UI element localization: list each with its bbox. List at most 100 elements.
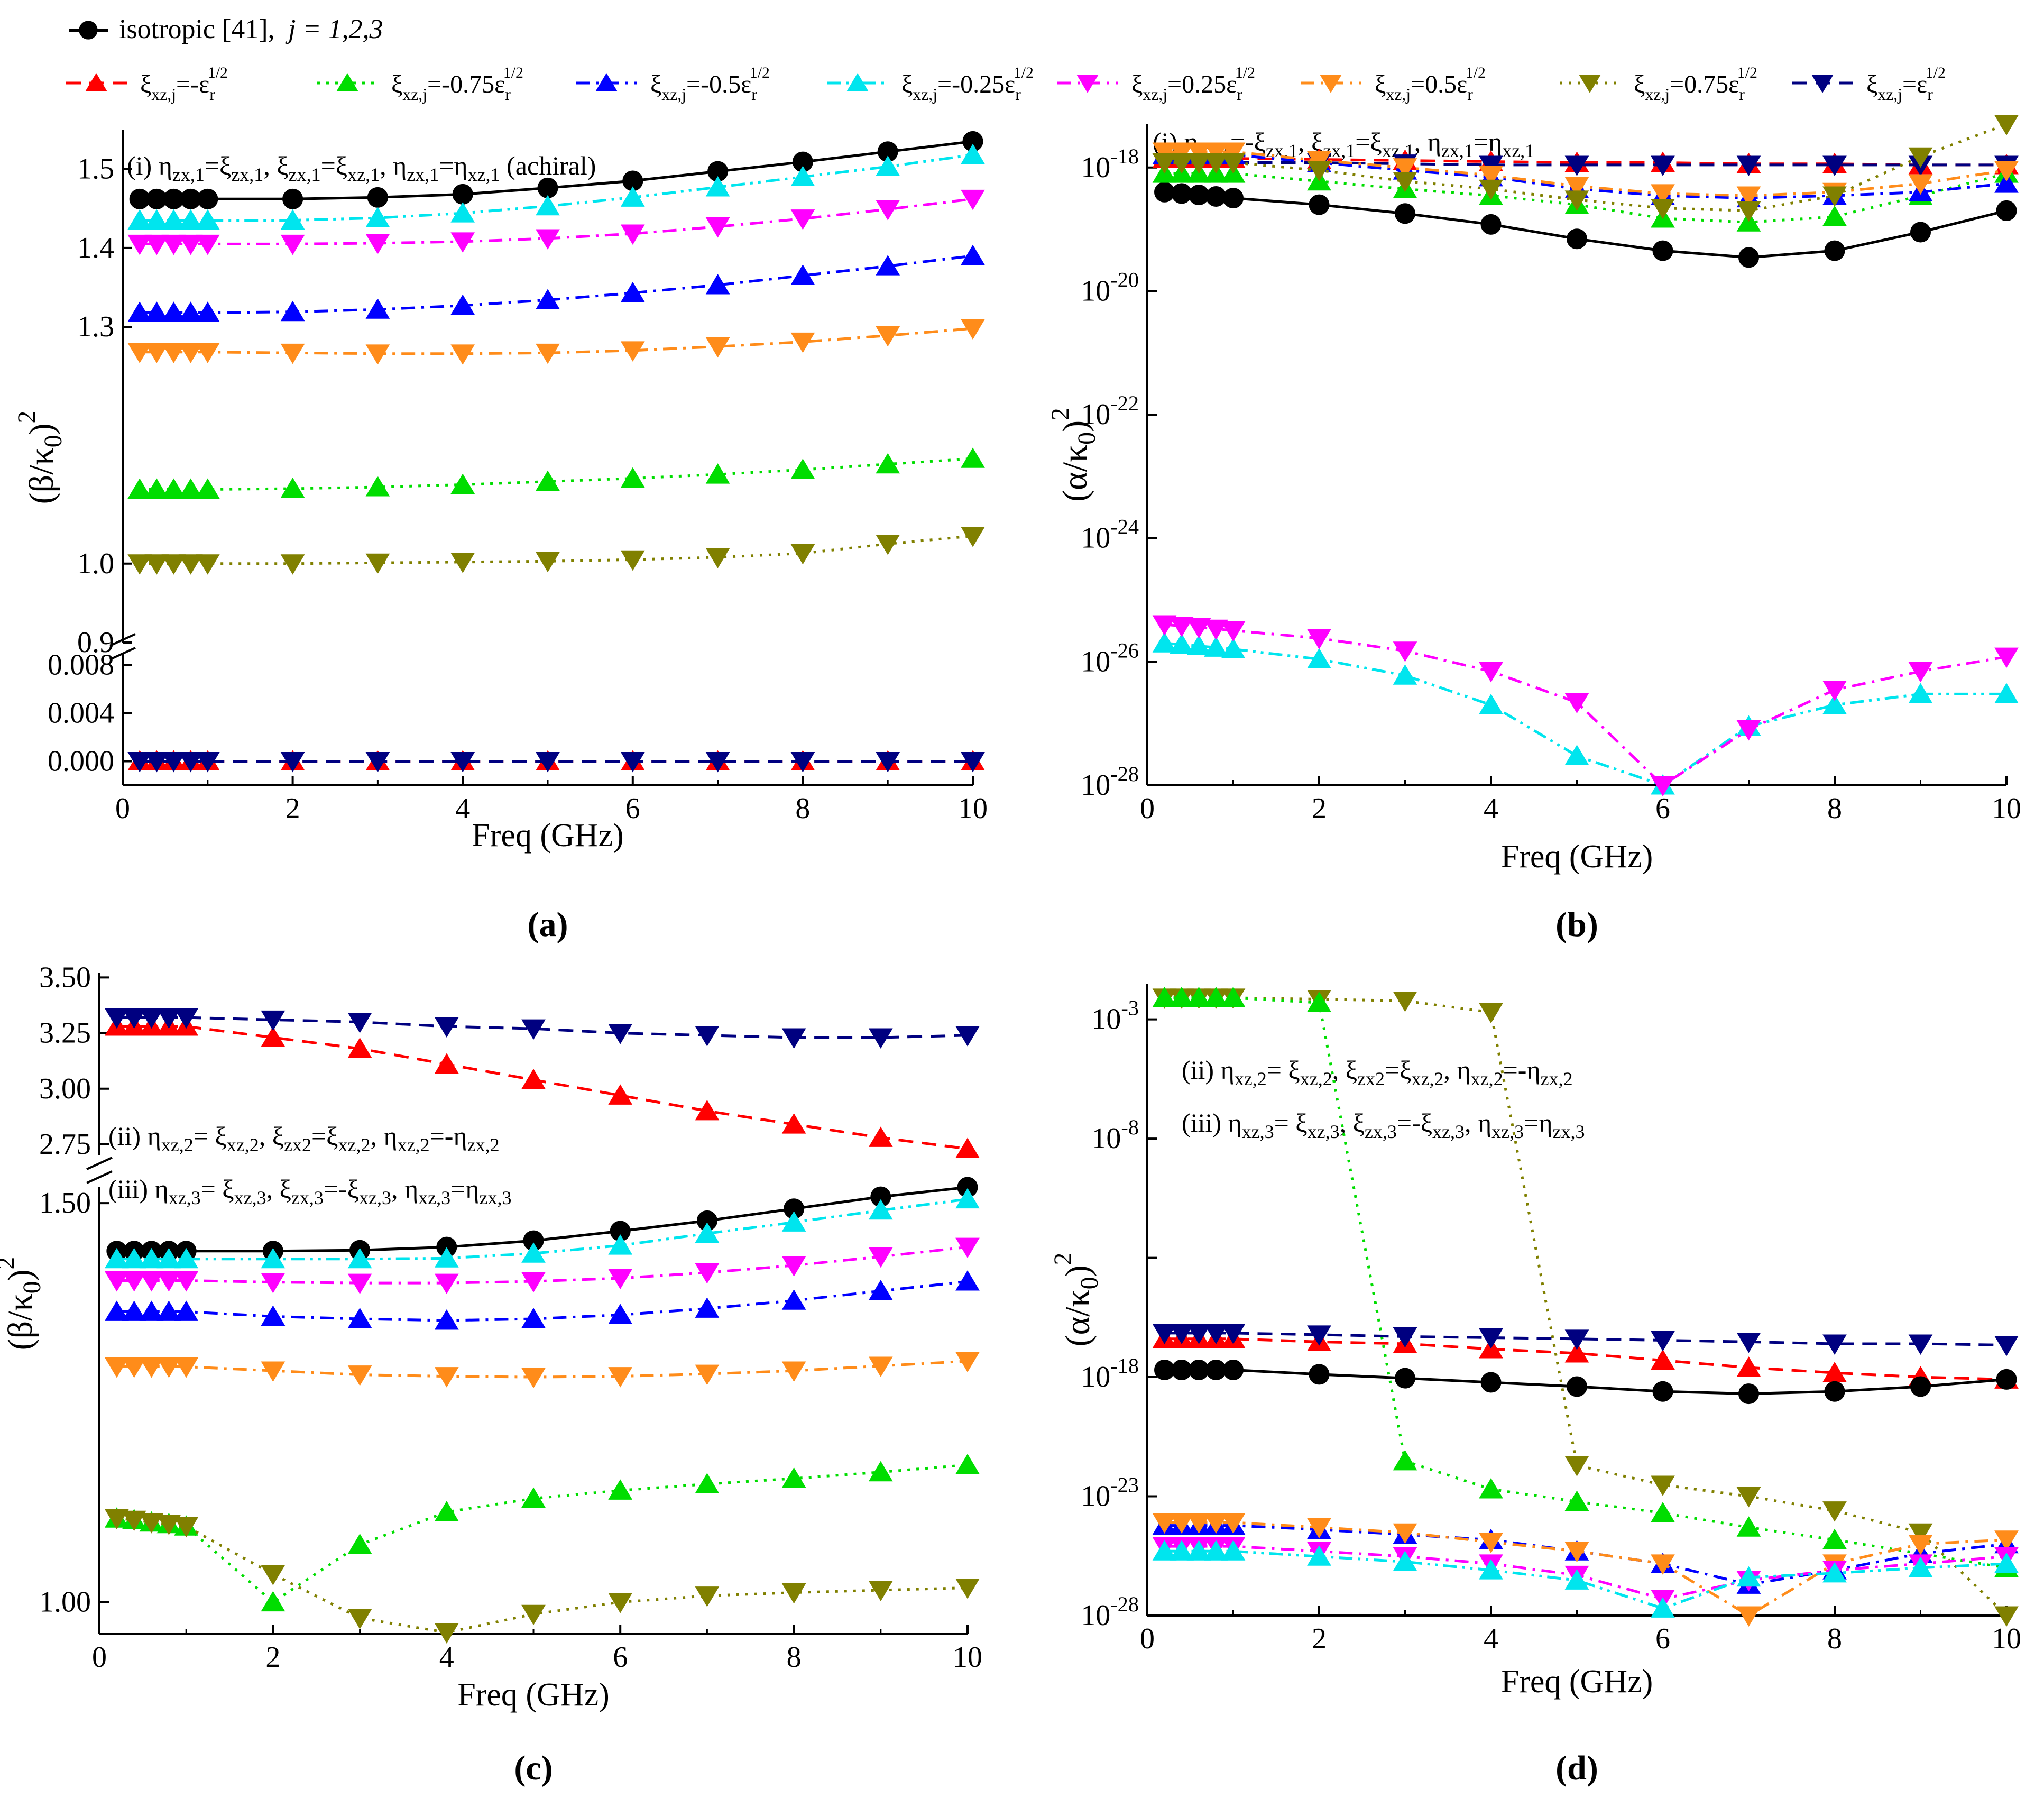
data-point: [365, 234, 390, 254]
series-xi_m1: [104, 1015, 980, 1158]
legend-label: ξxz,j=0.5εr1/2: [1375, 64, 1486, 104]
data-point: [127, 234, 152, 255]
data-point: [347, 1534, 372, 1554]
data-point: [104, 1300, 129, 1321]
axis-break-mark: [86, 1157, 113, 1184]
x-tick-label: 2: [286, 792, 300, 825]
data-point: [1307, 1545, 1331, 1566]
x-tick-label: 4: [1484, 1622, 1498, 1655]
y-tick-label: 3.25: [39, 1017, 91, 1050]
y-tick-label: 10-26: [1081, 638, 1139, 678]
y-tick-label: 10-28: [1081, 762, 1139, 802]
data-point: [1204, 619, 1228, 640]
data-point: [261, 1273, 286, 1294]
x-tick-label: 6: [613, 1641, 628, 1674]
series-xi_p05: [104, 1352, 980, 1389]
data-point: [174, 1008, 199, 1029]
data-point: [1204, 142, 1228, 163]
y-tick-label: 10-3: [1091, 996, 1139, 1036]
legend-swatch-marker: [1811, 75, 1834, 93]
data-point: [1152, 153, 1177, 174]
series-line: [116, 1463, 968, 1604]
y-tick-label: 1.0: [77, 547, 114, 580]
data-point: [450, 344, 475, 365]
data-point: [608, 1304, 633, 1324]
data-point: [1221, 638, 1246, 659]
data-point: [156, 1271, 181, 1292]
data-point: [127, 343, 152, 363]
data-point: [1651, 1597, 1675, 1618]
data-point: [450, 202, 475, 223]
y-tick-label: 1.4: [77, 232, 114, 264]
y-tick-label: 1.5: [77, 153, 114, 186]
data-point: [174, 1247, 199, 1269]
data-point: [1822, 1562, 1847, 1583]
data-point: [144, 343, 169, 363]
data-point: [1908, 1535, 1933, 1555]
data-point: [695, 1263, 720, 1284]
data-point: [955, 1578, 980, 1599]
data-point: [195, 343, 220, 363]
data-point: [521, 1272, 546, 1293]
series-xi_p025: [104, 1237, 980, 1295]
data-point: [197, 188, 218, 209]
data-point: [195, 301, 220, 322]
series-line: [1164, 996, 2008, 1617]
data-point: [781, 1289, 806, 1310]
data-point: [127, 554, 152, 575]
data-point: [1564, 1342, 1589, 1363]
data-point: [1170, 986, 1194, 1007]
data-point: [536, 343, 560, 364]
data-point: [961, 319, 985, 340]
data-point: [122, 1271, 146, 1292]
data-point: [695, 1026, 720, 1047]
data-point: [178, 301, 203, 322]
data-point: [1221, 621, 1246, 642]
data-point: [1186, 635, 1211, 656]
data-point: [1910, 222, 1931, 243]
data-point: [144, 478, 169, 499]
data-point: [868, 1126, 893, 1147]
data-point: [1223, 1359, 1244, 1380]
data-point: [156, 1300, 181, 1321]
data-point: [1221, 986, 1246, 1007]
series-xi_p1: [104, 1008, 980, 1049]
data-point: [156, 1515, 181, 1535]
data-point: [178, 209, 203, 230]
panel-label: (c): [514, 1749, 553, 1787]
data-point: [1567, 228, 1587, 250]
data-point: [174, 1271, 199, 1292]
data-point: [876, 326, 900, 347]
data-point: [781, 1583, 806, 1604]
data-point: [868, 1247, 893, 1268]
data-point: [1479, 662, 1503, 683]
data-point: [1221, 1324, 1246, 1344]
data-point: [1996, 1369, 2017, 1390]
y-tick-label: 10-18: [1081, 144, 1139, 184]
data-point: [1736, 1356, 1761, 1377]
x-tick-label: 6: [1655, 1622, 1670, 1655]
x-tick-label: 0: [1140, 792, 1155, 825]
data-point: [261, 1010, 286, 1031]
y-axis-title: (α/κ0)2: [1047, 408, 1101, 502]
data-point: [1170, 633, 1194, 654]
data-point: [1994, 1606, 2019, 1627]
data-point: [1152, 1540, 1177, 1561]
data-point: [1170, 153, 1194, 174]
data-point: [1395, 203, 1415, 224]
data-point: [1564, 177, 1589, 197]
data-point: [139, 1008, 164, 1029]
legend-label: isotropic [41],: [119, 14, 275, 44]
data-point: [1736, 1566, 1761, 1587]
data-point: [195, 554, 220, 575]
y-axis-title: (α/κ0)2: [1049, 1253, 1103, 1347]
series-xi_m075: [104, 1454, 980, 1612]
data-point: [1393, 158, 1417, 179]
data-point: [122, 1247, 146, 1269]
data-point: [537, 177, 558, 198]
data-point: [1221, 1513, 1246, 1534]
data-point: [608, 1234, 633, 1255]
data-point: [608, 1269, 633, 1289]
data-point: [1651, 184, 1675, 205]
x-axis-title: Freq (GHz): [1501, 839, 1653, 875]
